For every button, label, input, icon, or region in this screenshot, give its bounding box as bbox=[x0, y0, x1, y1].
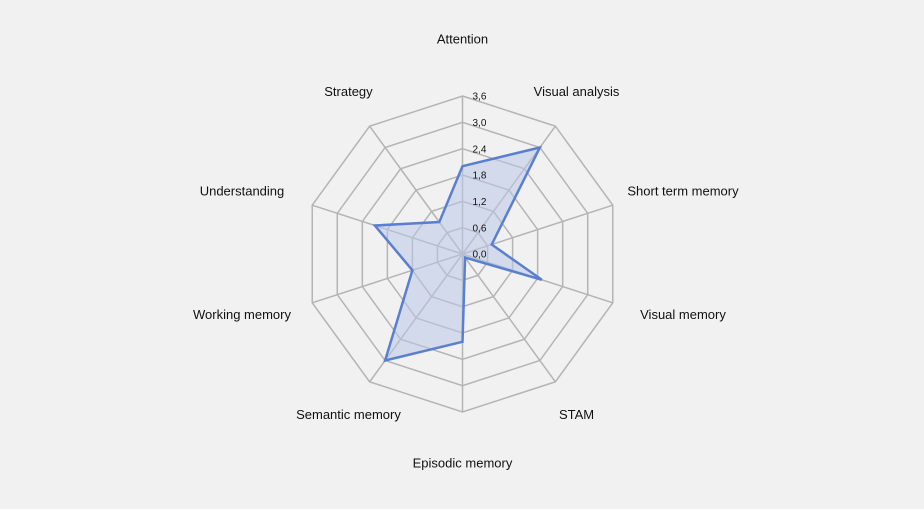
radial-tick-label: 1,2 bbox=[473, 197, 487, 208]
grid-spoke bbox=[461, 253, 556, 383]
category-label: Strategy bbox=[324, 84, 373, 99]
radial-tick-label: 1,8 bbox=[473, 171, 487, 182]
series-layer bbox=[372, 145, 543, 363]
radial-tick-label: 0,6 bbox=[473, 223, 487, 234]
radial-tick-label: 0,0 bbox=[473, 250, 487, 261]
radial-tick-label: 3,0 bbox=[473, 118, 487, 129]
category-label: Visual analysis bbox=[534, 84, 620, 99]
category-label: Short term memory bbox=[627, 184, 739, 199]
category-label: Attention bbox=[437, 31, 488, 46]
series-area bbox=[372, 145, 543, 363]
category-label: Episodic memory bbox=[413, 455, 513, 470]
category-label: STAM bbox=[559, 407, 594, 422]
radial-tick-label: 3,6 bbox=[473, 92, 487, 103]
radial-tick-label: 2,4 bbox=[473, 144, 487, 155]
category-label: Semantic memory bbox=[296, 407, 401, 422]
category-label: Visual memory bbox=[640, 307, 726, 322]
category-label: Understanding bbox=[200, 184, 285, 199]
category-label: Working memory bbox=[193, 307, 292, 322]
category-labels: Attention Visual analysis Short term memor… bbox=[193, 31, 739, 470]
radial-axis-ticks: 0,0 0,6 1,2 1,8 2,4 3,0 3,6 bbox=[473, 92, 487, 261]
